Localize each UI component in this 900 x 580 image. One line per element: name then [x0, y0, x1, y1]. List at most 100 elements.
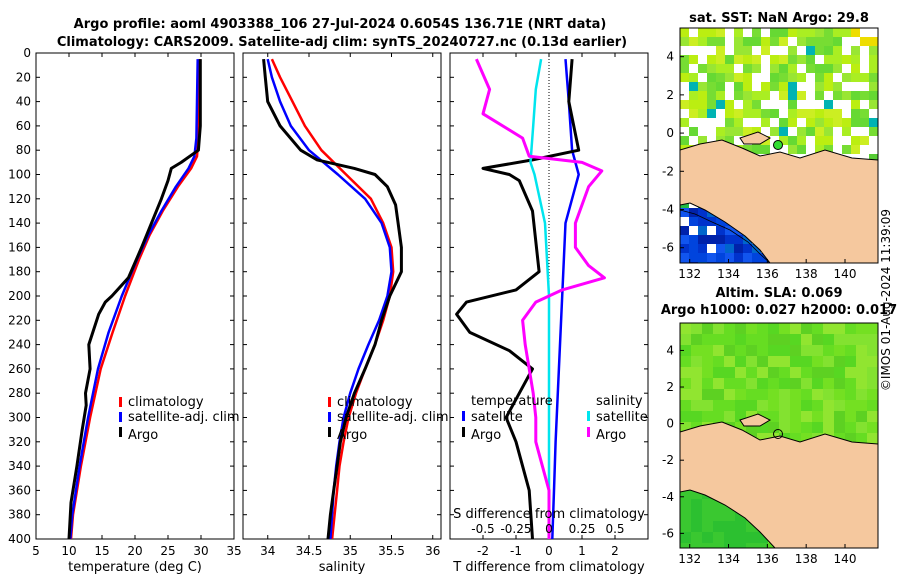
x-tick-label: 1: [578, 544, 586, 558]
sla-cell: [757, 356, 768, 367]
sla-cell: [746, 389, 757, 400]
sla-cell: [680, 400, 691, 411]
sla-cell: [801, 411, 812, 422]
sst-cell: [698, 208, 707, 217]
sst-cell: [797, 109, 806, 118]
sla-map-title-2: Argo h1000: 0.027 h2000: 0.017: [661, 303, 897, 318]
sst-cell: [716, 100, 725, 109]
sst-cell: [716, 64, 725, 73]
sst-cell: [689, 109, 698, 118]
sla-cell: [823, 367, 834, 378]
sst-cell: [824, 118, 833, 127]
sst-cell: [815, 109, 824, 118]
series-line-salinity-satellite: [529, 58, 551, 539]
sst-cell: [779, 118, 788, 127]
sst-cell: [770, 127, 779, 136]
sst-cell: [680, 37, 689, 46]
sst-cell: [725, 127, 734, 136]
sst-cell: [725, 136, 734, 145]
sst-cell: [806, 109, 815, 118]
sst-cell: [734, 37, 743, 46]
sst-cell: [779, 136, 788, 145]
sst-cell: [725, 235, 734, 244]
sla-cell: [823, 378, 834, 389]
sla-cell: [812, 345, 823, 356]
sst-cell: [788, 91, 797, 100]
sst-cell: [680, 136, 689, 145]
x-tick-label: 140: [834, 552, 857, 566]
y-tick-label: 280: [8, 386, 31, 400]
x-tick-label: 35.5: [378, 544, 405, 558]
sla-cell: [856, 367, 867, 378]
sla-cell: [801, 323, 812, 334]
sst-cell: [851, 55, 860, 64]
sst-cell: [698, 91, 707, 100]
legend-label-argo: Argo: [128, 428, 158, 443]
top-x-tick-label: -0.5: [471, 522, 494, 536]
sla-cell: [713, 323, 724, 334]
sla-cell: [691, 400, 702, 411]
sst-cell: [869, 91, 878, 100]
sst-cell: [788, 73, 797, 82]
sla-cell: [702, 389, 713, 400]
sst-cell: [770, 64, 779, 73]
sst-cell: [815, 118, 824, 127]
sst-cell: [833, 46, 842, 55]
sst-cell: [707, 73, 716, 82]
sla-cell: [702, 510, 713, 521]
sla-cell: [680, 367, 691, 378]
sla-cell: [856, 400, 867, 411]
sst-cell: [788, 118, 797, 127]
sla-cell: [746, 521, 757, 532]
sst-cell: [770, 82, 779, 91]
legend-label-climatology: climatology: [337, 395, 413, 410]
sla-cell: [691, 510, 702, 521]
y-tick-label: 60: [16, 119, 31, 133]
legend-label-argo: Argo: [337, 428, 367, 443]
sla-cell: [702, 334, 713, 345]
sla-cell: [790, 334, 801, 345]
sst-cell: [680, 55, 689, 64]
sst-cell: [815, 37, 824, 46]
sla-cell: [680, 323, 691, 334]
sla-cell: [856, 433, 867, 444]
sst-cell: [698, 253, 707, 262]
sla-cell: [724, 543, 735, 548]
sst-cell: [842, 91, 851, 100]
sst-cell: [734, 235, 743, 244]
sst-cell: [869, 154, 878, 163]
sla-cell: [856, 345, 867, 356]
sla-map: Altim. SLA: 0.069 Argo h1000: 0.027 h200…: [661, 286, 897, 566]
y-tick-label: -2: [662, 453, 674, 467]
sla-cell: [757, 422, 768, 433]
x-tick-label: 5: [32, 544, 40, 558]
sst-cell: [698, 217, 707, 226]
sla-cell: [724, 510, 735, 521]
y-tick-label: -4: [662, 490, 674, 504]
sst-cell: [698, 28, 707, 37]
sst-cell: [743, 100, 752, 109]
y-tick-label: 4: [666, 343, 674, 357]
sst-cell: [869, 46, 878, 55]
sla-cell: [834, 345, 845, 356]
sst-cell: [761, 37, 770, 46]
sla-cell: [845, 378, 856, 389]
sla-cell: [790, 345, 801, 356]
sst-cell: [698, 64, 707, 73]
sst-cell: [797, 55, 806, 64]
sla-cell: [724, 334, 735, 345]
sst-cell: [842, 127, 851, 136]
legend-label-sal-argo: Argo: [596, 428, 626, 443]
y-tick-label: 4: [666, 50, 674, 64]
sla-cell: [702, 378, 713, 389]
x-tick-label: 134: [717, 552, 740, 566]
sst-cell: [869, 118, 878, 127]
y-tick-label: 0: [666, 126, 674, 140]
sst-cell: [770, 37, 779, 46]
y-tick-label: -6: [662, 241, 674, 255]
sla-cell: [790, 389, 801, 400]
sla-cell: [757, 367, 768, 378]
sla-cell: [845, 422, 856, 433]
sla-cell: [746, 334, 757, 345]
top-x-tick-label: 0: [545, 522, 553, 536]
